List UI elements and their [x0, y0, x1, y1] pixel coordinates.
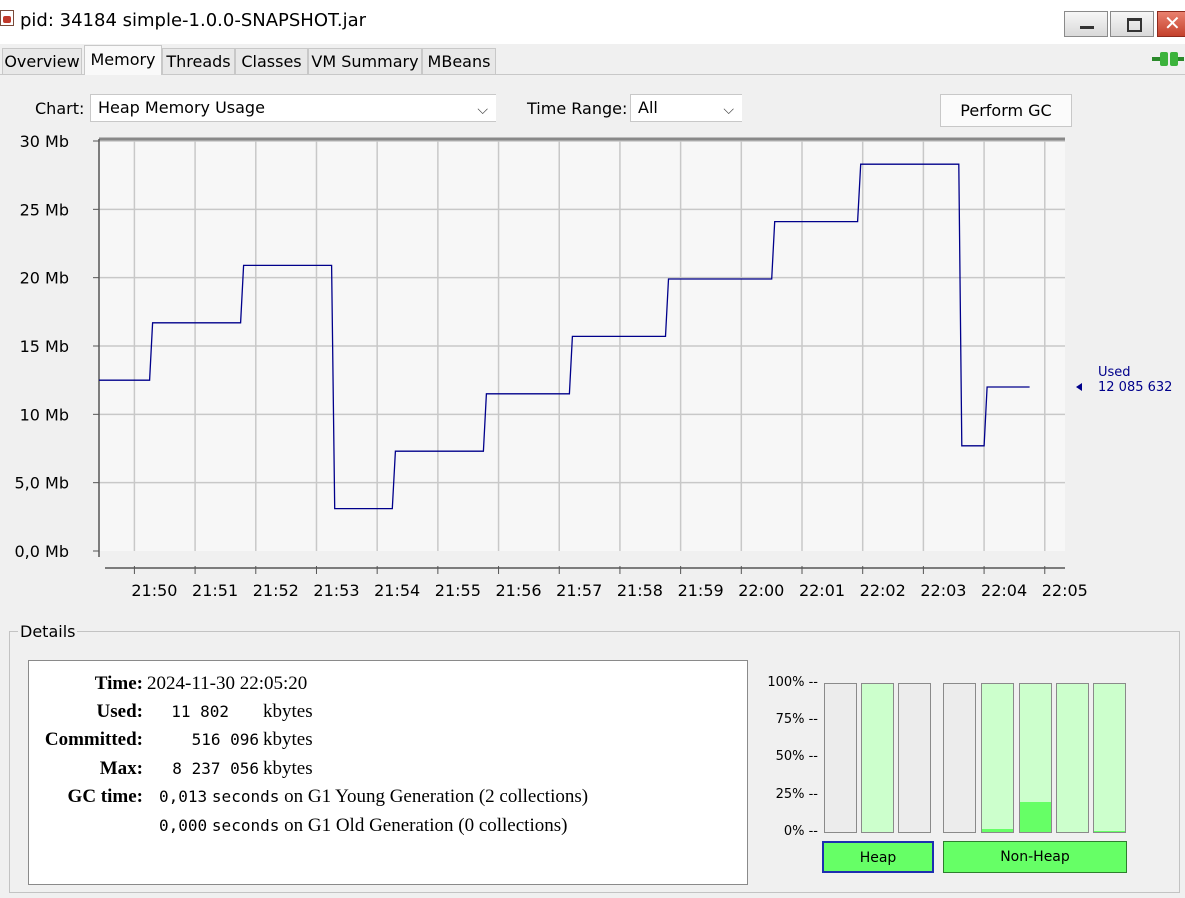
- y-tick-label: 5,0 Mb: [15, 474, 70, 493]
- max-unit: kbytes: [263, 758, 313, 779]
- minimize-icon: [1080, 26, 1094, 29]
- pool-used-fill: [1020, 802, 1051, 832]
- pool-committed-fill: [1094, 684, 1125, 832]
- y-tick-label: 30 Mb: [20, 132, 69, 151]
- x-tick-label: 22:02: [860, 581, 906, 600]
- gc-old-seconds-word: seconds: [211, 816, 280, 835]
- window-title: pid: 34184 simple-1.0.0-SNAPSHOT.jar: [20, 10, 367, 31]
- used-unit: kbytes: [263, 701, 313, 722]
- chart-select-value: Heap Memory Usage: [98, 98, 265, 117]
- x-tick-label: 21:50: [131, 581, 177, 600]
- pct-label-100: 100% --: [767, 675, 818, 690]
- committed-value: 516 096: [191, 730, 259, 749]
- memory-pool-bar[interactable]: [824, 683, 857, 833]
- y-tick-label: 25 Mb: [20, 200, 69, 219]
- non-heap-pool-button[interactable]: Non-Heap: [943, 841, 1127, 873]
- y-tick-label: 10 Mb: [20, 405, 69, 424]
- maximize-button[interactable]: [1110, 11, 1154, 37]
- memory-pool-bar[interactable]: [943, 683, 976, 833]
- chevron-down-icon: ⌵: [477, 102, 488, 118]
- details-legend: Details: [18, 622, 78, 641]
- title-bar: pid: 34184 simple-1.0.0-SNAPSHOT.jar ✕: [0, 0, 1185, 45]
- gc-old-text: on G1 Old Generation (0 collections): [284, 815, 568, 836]
- maximize-icon: [1127, 18, 1142, 32]
- java-app-icon: [0, 10, 14, 26]
- heap-memory-chart: 0,0 Mb 5,0 Mb 10 Mb 15 Mb 20 Mb 25 Mb 30 Mb 21:…: [15, 132, 1173, 600]
- gc-time-key: GC time:: [67, 786, 143, 807]
- committed-key: Committed:: [44, 729, 143, 750]
- time-range-label: Time Range:: [527, 99, 628, 118]
- memory-pool-bar[interactable]: [1093, 683, 1126, 833]
- x-tick-label: 21:57: [556, 581, 602, 600]
- x-tick-label: 21:53: [313, 581, 359, 600]
- tab-vm-summary[interactable]: VM Summary: [308, 48, 422, 74]
- gc-young-seconds-word: seconds: [211, 787, 280, 806]
- details-panel: [9, 631, 1180, 893]
- x-tick-label: 22:01: [799, 581, 845, 600]
- connection-plug-icon: [1152, 52, 1184, 66]
- chevron-down-icon: ⌵: [723, 102, 734, 118]
- x-tick-label: 22:03: [920, 581, 966, 600]
- committed-unit: kbytes: [263, 729, 313, 750]
- max-key: Max:: [99, 758, 143, 779]
- chart-label: Chart:: [35, 99, 85, 118]
- x-tick-label: 21:52: [253, 581, 299, 600]
- pool-used-fill: [1094, 830, 1125, 832]
- pool-committed-fill: [862, 684, 893, 832]
- x-tick-label: 22:04: [981, 581, 1027, 600]
- close-icon: ✕: [1164, 11, 1181, 35]
- used-marker-icon: [1076, 383, 1082, 391]
- x-tick-label: 21:56: [495, 581, 541, 600]
- time-range-select[interactable]: All ⌵: [630, 94, 742, 122]
- minimize-button[interactable]: [1064, 11, 1108, 37]
- x-tick-label: 21:59: [678, 581, 724, 600]
- x-tick-label: 21:58: [617, 581, 663, 600]
- pool-committed-fill: [1057, 684, 1088, 832]
- used-series-value: 12 085 632: [1098, 380, 1172, 395]
- memory-pool-bar[interactable]: [981, 683, 1014, 833]
- x-tick-label: 22:00: [738, 581, 784, 600]
- details-info-box: Time: 2024-11-30 22:05:20 Used: 11 802 k…: [28, 660, 748, 885]
- pct-label-75: 75% --: [775, 712, 818, 727]
- y-tick-label: 15 Mb: [20, 337, 69, 356]
- memory-pool-bar[interactable]: [861, 683, 894, 833]
- memory-pool-bar[interactable]: [1019, 683, 1052, 833]
- used-key: Used:: [96, 701, 143, 722]
- y-tick-label: 20 Mb: [20, 269, 69, 288]
- used-series-name: Used: [1098, 365, 1131, 380]
- pct-label-0: 0% --: [783, 824, 818, 839]
- x-tick-label: 21:54: [374, 581, 420, 600]
- x-tick-label: 21:55: [435, 581, 481, 600]
- used-series-line: [99, 163, 1030, 510]
- tab-overview[interactable]: Overview: [2, 48, 82, 74]
- y-tick-label: 0,0 Mb: [15, 542, 70, 561]
- time-key: Time:: [94, 673, 143, 694]
- gc-old-seconds: 0,000: [159, 816, 208, 835]
- x-tick-label: 21:51: [192, 581, 238, 600]
- time-value: 2024-11-30 22:05:20: [147, 673, 308, 694]
- pct-label-50: 50% --: [775, 749, 818, 764]
- pct-label-25: 25% --: [775, 787, 818, 802]
- tab-classes[interactable]: Classes: [235, 48, 308, 74]
- max-value: 8 237 056: [172, 759, 259, 778]
- perform-gc-button[interactable]: Perform GC: [940, 94, 1072, 127]
- pool-used-fill: [982, 829, 1013, 832]
- memory-pool-bar[interactable]: [1056, 683, 1089, 833]
- x-tick-label: 22:05: [1042, 581, 1088, 600]
- pool-committed-fill: [982, 684, 1013, 832]
- close-button[interactable]: ✕: [1157, 11, 1185, 37]
- tab-threads[interactable]: Threads: [162, 48, 235, 74]
- memory-pool-bar[interactable]: [898, 683, 931, 833]
- chart-select[interactable]: Heap Memory Usage ⌵: [90, 94, 496, 122]
- used-value: 11 802: [171, 702, 229, 721]
- gc-young-seconds: 0,013: [159, 787, 208, 806]
- tab-memory[interactable]: Memory: [84, 45, 162, 75]
- tab-mbeans[interactable]: MBeans: [422, 48, 496, 74]
- gc-young-text: on G1 Young Generation (2 collections): [284, 786, 589, 807]
- tab-bar: Overview Memory Threads Classes VM Summa…: [0, 44, 1185, 75]
- heap-pool-button[interactable]: Heap: [822, 841, 934, 873]
- time-range-select-value: All: [638, 98, 658, 117]
